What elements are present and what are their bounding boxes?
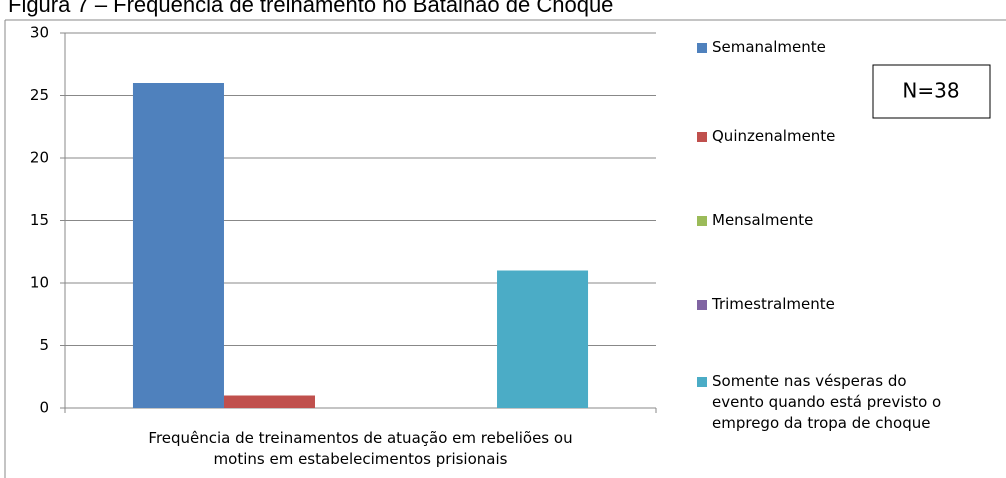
y-tick-label: 10 <box>30 274 49 292</box>
legend-label: Quinzenalmente <box>712 127 836 145</box>
y-tick-label: 15 <box>30 211 49 229</box>
legend-label: Somente nas vésperas do evento quando es… <box>712 372 942 432</box>
x-tick-label: Frequência de treinamentos de atuação em… <box>148 429 573 468</box>
y-tick-label: 5 <box>39 336 49 354</box>
legend-label: Trimestralmente <box>712 295 835 313</box>
annotation: N=38 <box>902 79 959 103</box>
y-tick-label: 0 <box>39 399 49 417</box>
bar <box>497 270 589 408</box>
chart-title: Figura 7 – Frequência de treinamento no … <box>8 0 614 17</box>
legend-swatch <box>697 43 707 53</box>
legend-swatch <box>697 132 707 142</box>
bar <box>132 83 224 408</box>
annotation-box <box>872 64 991 119</box>
y-tick-label: 20 <box>30 149 49 167</box>
legend-swatch <box>697 216 707 226</box>
bar <box>223 395 315 408</box>
y-tick-label: 30 <box>30 24 49 42</box>
legend-label: Mensalmente <box>712 211 814 229</box>
y-tick-label: 25 <box>30 86 49 104</box>
legend-swatch <box>697 300 707 310</box>
legend-label: Semanalmente <box>712 38 826 56</box>
legend-swatch <box>697 377 707 387</box>
